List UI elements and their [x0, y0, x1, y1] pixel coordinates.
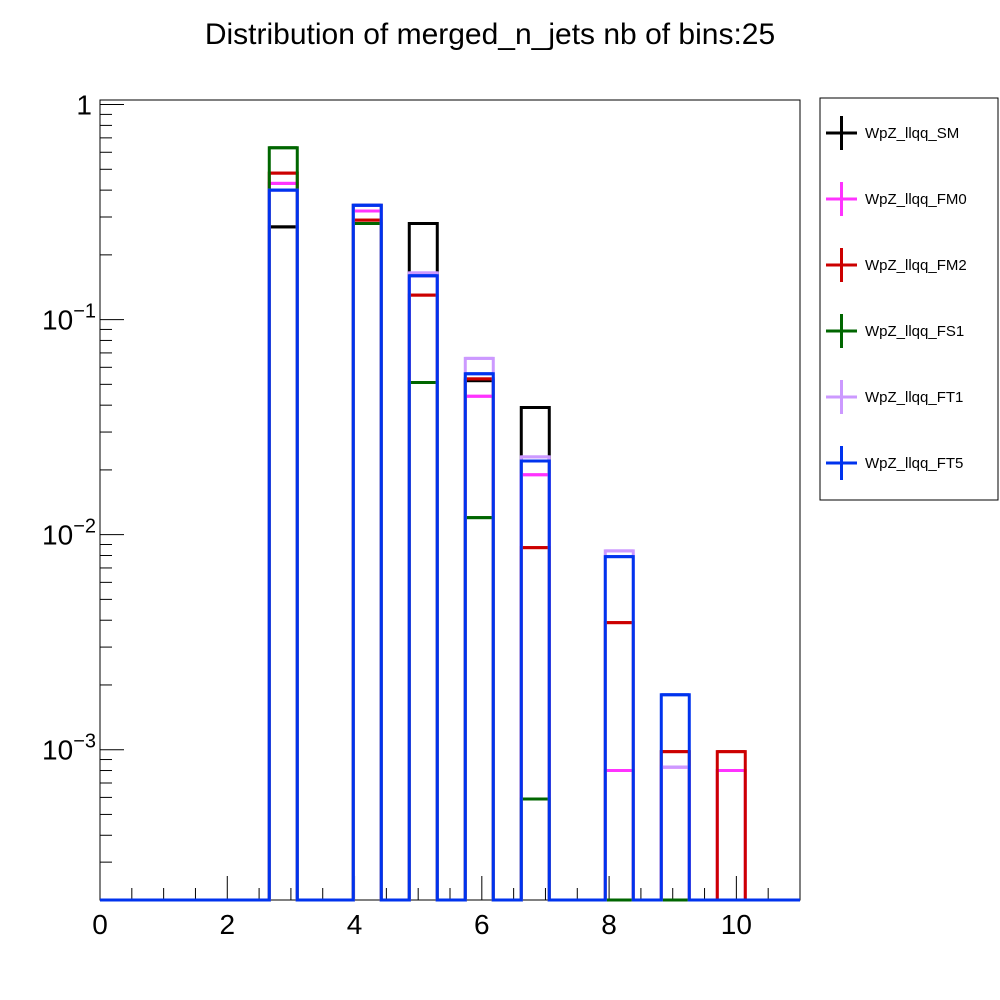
series-WpZ_llqq_FS1 [100, 146, 800, 902]
series-WpZ_llqq_FT1 [100, 188, 800, 902]
chart-title: Distribution of merged_n_jets nb of bins… [205, 18, 775, 51]
x-tick-label: 6 [474, 909, 490, 940]
legend-label: WpZ_llqq_FT1 [865, 389, 963, 406]
x-tick-label: 8 [601, 909, 617, 940]
y-tick-label: 10−2 [42, 516, 96, 551]
y-axis: 1 10−1 10−2 10−3 [42, 90, 124, 901]
histogram-outline [100, 203, 800, 902]
plot-frame [99, 99, 801, 901]
series-WpZ_llqq_SM [100, 203, 800, 902]
legend-item: WpZ_llqq_FM0 [826, 182, 967, 216]
legend: WpZ_llqq_SM WpZ_llqq_FM0 WpZ_llqq_FM2 WpZ_l… [819, 97, 999, 501]
series-WpZ_llqq_FM0 [100, 181, 800, 902]
legend-label: WpZ_llqq_FM2 [865, 257, 967, 274]
histogram-series-group [100, 146, 800, 902]
y-tick-label: 10−1 [42, 301, 96, 336]
x-tick-label: 2 [219, 909, 235, 940]
histogram-outline [100, 146, 800, 902]
legend-item: WpZ_llqq_FM2 [826, 248, 967, 282]
legend-box [819, 97, 999, 501]
legend-label: WpZ_llqq_FT5 [865, 455, 963, 472]
histogram-outline [100, 188, 800, 902]
y-tick-label: 10−3 [42, 731, 96, 766]
histogram-outline [100, 188, 800, 902]
x-tick-label: 10 [721, 909, 752, 940]
series-WpZ_llqq_FM2 [100, 171, 800, 902]
x-axis: 0 2 4 6 8 10 [92, 876, 801, 940]
histogram-outline [100, 181, 800, 902]
legend-label: WpZ_llqq_SM [865, 125, 959, 142]
histogram-outline [100, 171, 800, 902]
y-tick-label: 1 [76, 90, 92, 121]
series-WpZ_llqq_FT5 [100, 188, 800, 902]
x-tick-label: 0 [92, 909, 108, 940]
legend-label: WpZ_llqq_FM0 [865, 191, 967, 208]
legend-label: WpZ_llqq_FS1 [865, 323, 964, 340]
legend-item: WpZ_llqq_FT5 [826, 446, 963, 480]
x-tick-label: 4 [347, 909, 363, 940]
plot-frame-border [99, 99, 801, 901]
legend-item: WpZ_llqq_SM [826, 116, 959, 150]
legend-item: WpZ_llqq_FS1 [826, 314, 964, 348]
legend-item: WpZ_llqq_FT1 [826, 380, 963, 414]
